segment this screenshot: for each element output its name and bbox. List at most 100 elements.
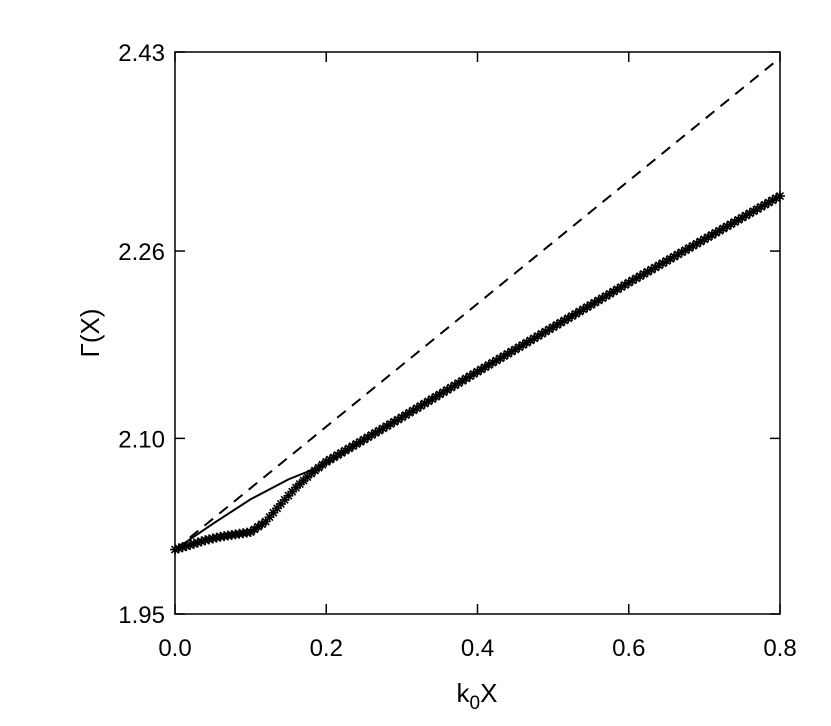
marker-point-138	[691, 238, 702, 249]
marker-point-106	[570, 308, 581, 319]
marker-point-96	[533, 331, 543, 342]
series-layer	[170, 57, 785, 555]
marker-point-69	[430, 391, 441, 402]
marker-point-86	[495, 353, 506, 364]
marker-point-77	[461, 373, 472, 384]
marker-point-3	[181, 541, 192, 552]
x-tick-label-1: 0.2	[310, 635, 343, 662]
marker-point-82	[480, 362, 491, 373]
marker-point-26	[268, 507, 279, 518]
marker-point-124	[638, 268, 649, 279]
marker-point-83	[483, 359, 494, 370]
marker-point-153	[748, 206, 759, 217]
marker-point-119	[619, 279, 630, 290]
marker-point-146	[722, 221, 733, 232]
marker-point-65	[415, 400, 426, 411]
marker-point-134	[676, 247, 687, 258]
marker-point-148	[729, 217, 740, 228]
marker-point-91	[514, 342, 525, 353]
marker-point-102	[555, 317, 566, 328]
marker-point-29	[279, 494, 290, 505]
marker-point-90	[510, 344, 521, 355]
x-tick-label-3: 0.6	[612, 635, 645, 662]
marker-point-100	[548, 322, 559, 333]
marker-point-110	[585, 299, 596, 310]
marker-point-160	[775, 191, 785, 202]
marker-point-93	[521, 337, 532, 348]
marker-point-78	[464, 371, 475, 382]
marker-point-105	[567, 311, 578, 322]
marker-point-120	[623, 277, 634, 288]
marker-point-97	[536, 328, 547, 339]
marker-point-76	[457, 375, 468, 386]
marker-point-157	[763, 197, 774, 208]
marker-point-104	[563, 313, 574, 324]
marker-point-28	[275, 498, 286, 509]
marker-point-49	[355, 436, 366, 447]
marker-point-1	[173, 543, 184, 554]
marker-point-122	[631, 273, 642, 284]
marker-point-116	[608, 286, 619, 297]
marker-point-107	[574, 306, 585, 317]
marker-point-117	[612, 284, 623, 295]
marker-point-32	[291, 482, 301, 493]
marker-point-34	[298, 475, 309, 486]
ticks: 0.0 0.2 0.4 0.6 0.8 1.95 2.10 2.26 2.43	[118, 40, 796, 662]
marker-point-58	[389, 416, 400, 427]
marker-point-154	[752, 204, 763, 215]
marker-point-72	[442, 384, 453, 395]
marker-point-112	[593, 295, 604, 306]
marker-point-135	[680, 245, 691, 256]
marker-point-150	[737, 212, 748, 223]
marker-point-75	[453, 378, 464, 389]
marker-point-115	[604, 288, 615, 299]
marker-point-41	[325, 454, 336, 465]
marker-point-42	[328, 452, 339, 463]
marker-point-23	[256, 519, 267, 530]
marker-point-62	[404, 407, 415, 418]
marker-point-31	[287, 486, 298, 497]
marker-point-33	[294, 479, 305, 490]
marker-point-27	[272, 503, 283, 514]
marker-point-142	[706, 230, 717, 241]
marker-point-101	[551, 319, 562, 330]
marker-point-67	[423, 396, 434, 407]
marker-point-137	[688, 240, 699, 251]
marker-point-43	[332, 450, 343, 461]
marker-point-48	[351, 438, 362, 449]
marker-point-56	[381, 421, 392, 432]
marker-point-2	[177, 542, 188, 553]
marker-point-156	[759, 199, 770, 210]
marker-point-123	[635, 271, 646, 282]
marker-point-60	[396, 412, 407, 423]
marker-point-143	[710, 227, 721, 238]
marker-point-139	[695, 236, 706, 247]
marker-point-131	[665, 253, 676, 264]
marker-point-95	[529, 333, 540, 344]
marker-point-8	[200, 535, 211, 546]
marker-point-158	[767, 195, 778, 206]
y-tick-label-3: 2.43	[118, 40, 165, 67]
marker-point-11	[211, 532, 222, 543]
marker-point-85	[491, 355, 502, 366]
marker-point-6	[192, 537, 203, 548]
marker-point-57	[385, 418, 396, 429]
marker-point-151	[740, 210, 751, 221]
marker-point-147	[725, 219, 736, 230]
marker-point-140	[699, 234, 710, 245]
marker-point-21	[249, 524, 260, 535]
marker-point-141	[703, 232, 714, 243]
marker-point-54	[374, 425, 385, 436]
x-axis-title: k0X	[457, 678, 498, 714]
marker-point-0	[170, 544, 180, 555]
marker-point-94	[525, 335, 536, 346]
marker-point-129	[657, 258, 668, 269]
marker-point-22	[253, 521, 264, 532]
series-line-dashed	[174, 57, 781, 551]
marker-point-68	[427, 394, 438, 405]
marker-point-114	[601, 291, 612, 302]
marker-point-40	[321, 456, 332, 467]
marker-point-7	[196, 536, 207, 547]
marker-point-46	[343, 443, 354, 454]
marker-point-159	[771, 193, 782, 204]
